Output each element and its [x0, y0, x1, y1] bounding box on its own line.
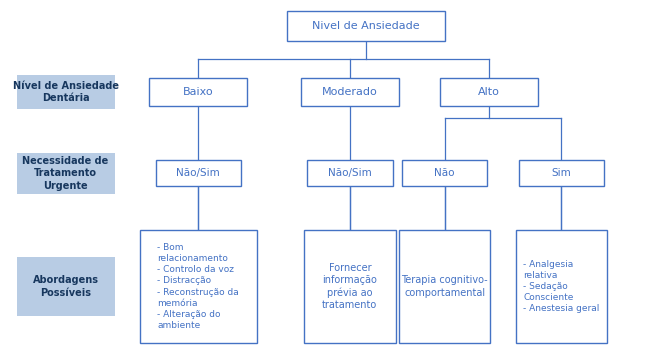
FancyBboxPatch shape: [301, 77, 399, 106]
Text: Alto: Alto: [478, 87, 500, 97]
Text: Não/Sim: Não/Sim: [176, 168, 220, 178]
Text: Nível de Ansiedade
Dentária: Nível de Ansiedade Dentária: [13, 81, 119, 103]
Text: Não: Não: [434, 168, 455, 178]
Text: Não/Sim: Não/Sim: [328, 168, 372, 178]
FancyBboxPatch shape: [17, 75, 115, 109]
FancyBboxPatch shape: [399, 230, 490, 343]
Text: Baixo: Baixo: [183, 87, 213, 97]
Text: Abordagens
Possíveis: Abordagens Possíveis: [33, 275, 99, 298]
FancyBboxPatch shape: [17, 257, 115, 316]
Text: Moderado: Moderado: [322, 87, 378, 97]
FancyBboxPatch shape: [304, 230, 395, 343]
FancyBboxPatch shape: [140, 230, 257, 343]
Text: Terapia cognitivo-
comportamental: Terapia cognitivo- comportamental: [401, 275, 488, 298]
FancyBboxPatch shape: [155, 160, 241, 186]
Text: Nivel de Ansiedade: Nivel de Ansiedade: [312, 21, 419, 31]
FancyBboxPatch shape: [17, 153, 115, 193]
Text: - Analgesia
relativa
- Sedação
Consciente
- Anestesia geral: - Analgesia relativa - Sedação Conscient…: [523, 260, 600, 313]
FancyBboxPatch shape: [402, 160, 487, 186]
FancyBboxPatch shape: [286, 11, 444, 41]
Text: - Bom
relacionamento
- Controlo da voz
- Distracção
- Reconstrução da
memória
- : - Bom relacionamento - Controlo da voz -…: [157, 243, 239, 330]
FancyBboxPatch shape: [519, 160, 604, 186]
Text: Necessidade de
Tratamento
Urgente: Necessidade de Tratamento Urgente: [23, 156, 109, 191]
FancyBboxPatch shape: [440, 77, 538, 106]
Text: Sim: Sim: [551, 168, 571, 178]
FancyBboxPatch shape: [307, 160, 393, 186]
Text: Fornecer
informação
prévia ao
tratamento: Fornecer informação prévia ao tratamento: [322, 263, 377, 311]
FancyBboxPatch shape: [149, 77, 247, 106]
FancyBboxPatch shape: [516, 230, 608, 343]
